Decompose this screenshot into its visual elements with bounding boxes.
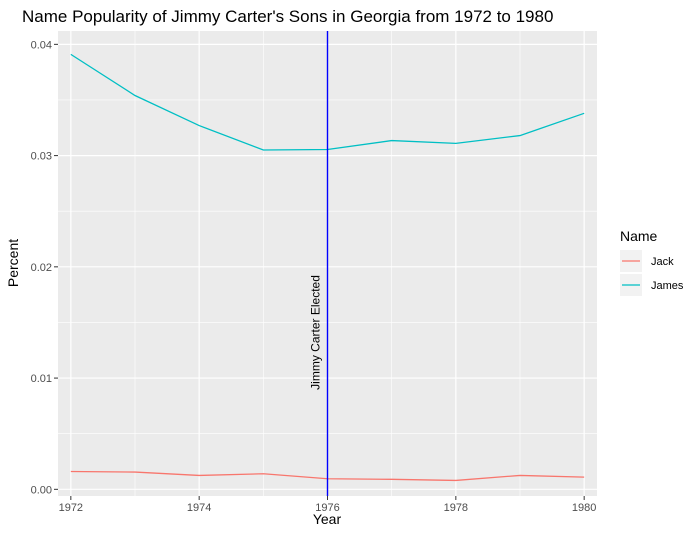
y-tick-label: 0.04 bbox=[31, 39, 52, 51]
legend-label-jack: Jack bbox=[651, 256, 674, 268]
x-tick-label: 1976 bbox=[315, 502, 339, 514]
legend-label-james: James bbox=[651, 280, 684, 292]
x-tick-label: 1972 bbox=[59, 502, 83, 514]
election-annotation: Jimmy Carter Elected bbox=[309, 275, 323, 390]
y-tick-label: 0.01 bbox=[31, 373, 52, 385]
y-axis-title: Percent bbox=[5, 239, 21, 287]
legend-title: Name bbox=[620, 228, 658, 244]
x-tick-label: 1974 bbox=[187, 502, 211, 514]
legend: Name Jack James bbox=[620, 228, 684, 296]
y-tick-label: 0.00 bbox=[31, 484, 52, 496]
y-tick-label: 0.03 bbox=[31, 151, 52, 163]
election-marker: Jimmy Carter Elected bbox=[309, 31, 329, 496]
y-tick-label: 0.02 bbox=[31, 262, 52, 274]
chart-title: Name Popularity of Jimmy Carter's Sons i… bbox=[22, 7, 553, 26]
x-axis: 1972 1974 1976 1978 1980 bbox=[59, 496, 596, 514]
x-tick-label: 1980 bbox=[572, 502, 596, 514]
x-tick-label: 1978 bbox=[444, 502, 468, 514]
x-axis-title: Year bbox=[313, 511, 342, 527]
y-axis: 0.00 0.01 0.02 0.03 0.04 bbox=[31, 39, 58, 496]
